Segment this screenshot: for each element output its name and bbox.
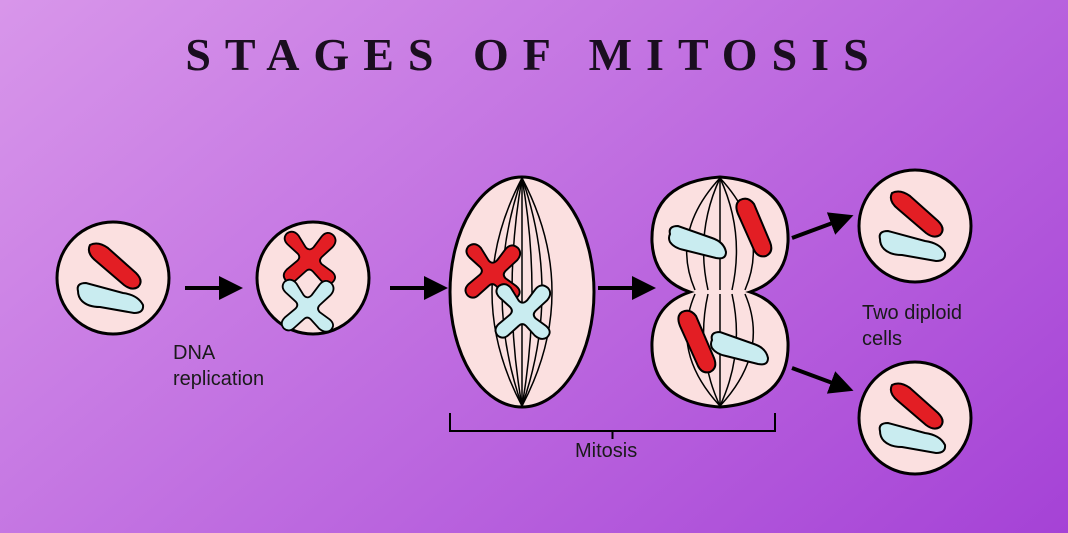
label-mitosis: Mitosis (575, 440, 637, 463)
label-two-diploid: Two diploidcells (862, 300, 962, 352)
arrows-layer (0, 0, 1068, 533)
label-dna-replication: DNAreplication (173, 340, 264, 392)
